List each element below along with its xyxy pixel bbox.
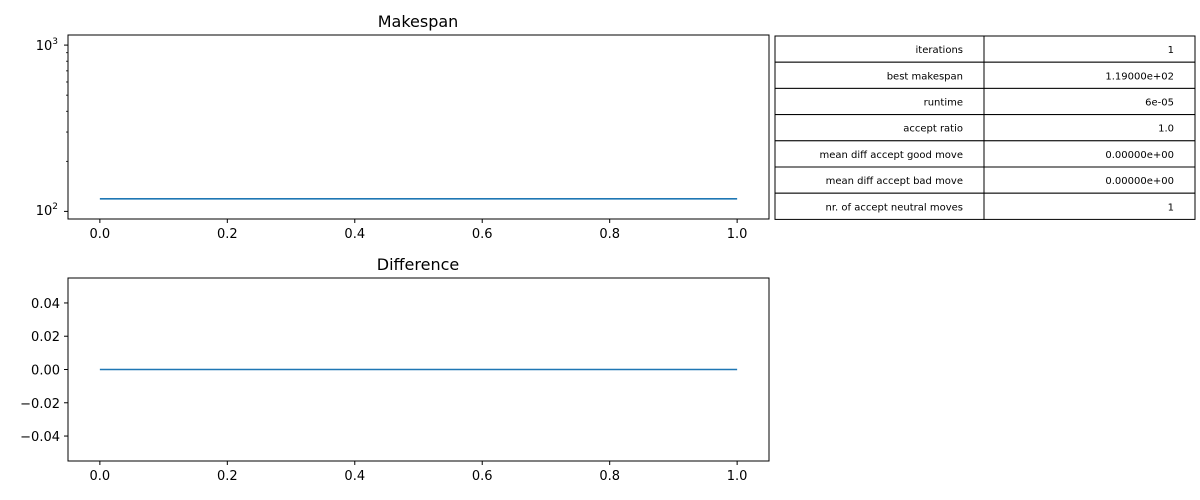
table-cell-value: 1.19000e+02 bbox=[1105, 71, 1174, 82]
table-row: accept ratio 1.0 bbox=[774, 114, 1196, 142]
table-cell-value: 1.0 bbox=[1158, 124, 1174, 135]
difference-y-tick-label: −0.04 bbox=[20, 430, 60, 445]
table-cell-value: 0.00000e+00 bbox=[1105, 176, 1174, 187]
table-cell-label: accept ratio bbox=[903, 124, 963, 135]
makespan-x-tick-label: 0.6 bbox=[472, 227, 493, 242]
table-cell-value-box bbox=[983, 61, 1196, 89]
difference-y-ticks: 0.04 0.02 0.00 −0.02 −0.04 bbox=[20, 297, 68, 445]
makespan-x-tick-label: 0.8 bbox=[599, 227, 620, 242]
difference-x-tick-label: 0.4 bbox=[344, 469, 365, 484]
table-cell-value: 1 bbox=[1168, 202, 1174, 213]
table-cell-label: best makespan bbox=[887, 71, 963, 82]
table-row: iterations 1 bbox=[774, 35, 1196, 63]
table-cell-label-box bbox=[774, 192, 985, 220]
makespan-y-tick-label-1000: 103 bbox=[36, 37, 58, 54]
makespan-y-tick-label-100: 102 bbox=[36, 202, 58, 219]
makespan-plot: Makespan 0.0 0.2 0.4 0.6 0.8 1.0 103 102 bbox=[36, 12, 770, 242]
difference-x-ticks: 0.0 0.2 0.4 0.6 0.8 1.0 bbox=[90, 461, 748, 484]
table-row: best makespan 1.19000e+02 bbox=[774, 61, 1196, 89]
table-cell-value-box bbox=[983, 166, 1196, 194]
table-cell-label-box bbox=[774, 61, 985, 89]
stats-table: iterations 1 best makespan 1.19000e+02 runti… bbox=[774, 35, 1196, 220]
makespan-x-tick-label: 0.0 bbox=[90, 227, 111, 242]
table-cell-value: 0.00000e+00 bbox=[1105, 150, 1174, 161]
table-cell-label: nr. of accept neutral moves bbox=[825, 202, 963, 213]
makespan-y-ticks: 103 102 bbox=[36, 37, 68, 219]
makespan-title: Makespan bbox=[378, 12, 459, 31]
difference-x-tick-label: 0.0 bbox=[90, 469, 111, 484]
difference-x-tick-label: 0.6 bbox=[472, 469, 493, 484]
table-cell-label: mean diff accept good move bbox=[820, 150, 964, 161]
table-row: nr. of accept neutral moves 1 bbox=[774, 192, 1196, 220]
makespan-x-tick-label: 1.0 bbox=[727, 227, 748, 242]
difference-y-tick-label: 0.04 bbox=[31, 297, 60, 312]
table-row: mean diff accept bad move 0.00000e+00 bbox=[774, 166, 1196, 194]
difference-title: Difference bbox=[377, 255, 459, 274]
table-cell-value-box bbox=[983, 35, 1196, 63]
difference-y-tick-label: −0.02 bbox=[20, 397, 60, 412]
makespan-x-ticks: 0.0 0.2 0.4 0.6 0.8 1.0 bbox=[90, 219, 748, 242]
table-cell-value-box bbox=[983, 192, 1196, 220]
table-row: runtime 6e-05 bbox=[774, 87, 1196, 116]
table-cell-label: iterations bbox=[916, 45, 963, 56]
table-cell-value: 1 bbox=[1168, 45, 1174, 56]
makespan-x-tick-label: 0.2 bbox=[217, 227, 238, 242]
table-cell-value-box bbox=[983, 140, 1196, 168]
difference-x-tick-label: 0.8 bbox=[599, 469, 620, 484]
table-cell-label: runtime bbox=[924, 98, 963, 109]
makespan-axes-frame bbox=[67, 34, 770, 220]
table-cell-label-box bbox=[774, 166, 985, 194]
difference-y-tick-label: 0.00 bbox=[31, 364, 60, 379]
makespan-x-tick-label: 0.4 bbox=[344, 227, 365, 242]
table-cell-value: 6e-05 bbox=[1145, 98, 1174, 109]
table-cell-label: mean diff accept bad move bbox=[826, 176, 963, 187]
difference-x-tick-label: 1.0 bbox=[727, 469, 748, 484]
difference-y-tick-label: 0.02 bbox=[31, 330, 60, 345]
difference-x-tick-label: 0.2 bbox=[217, 469, 238, 484]
difference-plot: Difference 0.0 0.2 0.4 0.6 0.8 1.0 0.040.020.… bbox=[20, 255, 770, 484]
table-row: mean diff accept good move 0.00000e+00 bbox=[774, 140, 1196, 168]
table-cell-label-box bbox=[774, 140, 985, 168]
